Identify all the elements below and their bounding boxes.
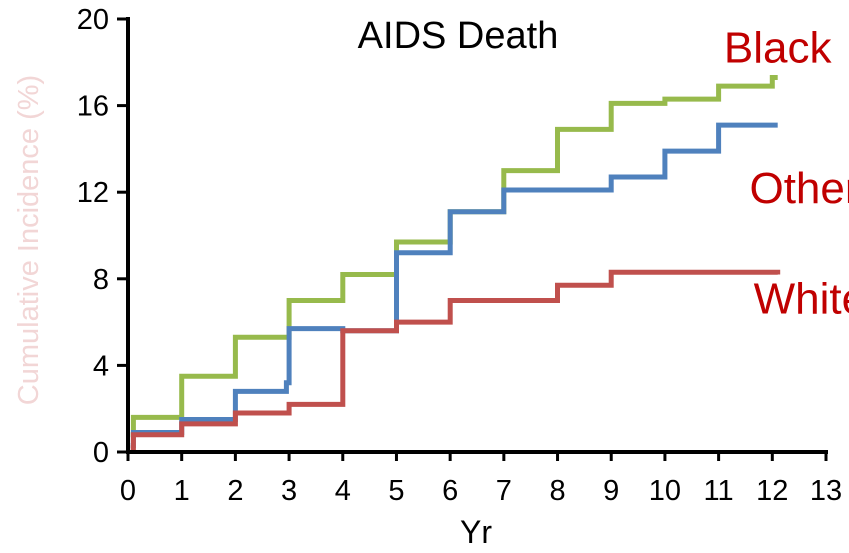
y-tick-label: 20 — [77, 4, 109, 36]
x-tick-label: 2 — [227, 475, 243, 507]
y-tick-label: 0 — [93, 437, 109, 469]
y-tick-label: 16 — [77, 91, 109, 123]
x-tick-label: 5 — [388, 475, 404, 507]
x-tick-label: 1 — [174, 475, 190, 507]
x-tick-label: 4 — [335, 475, 351, 507]
x-tick-label: 11 — [704, 475, 734, 507]
x-tick-label: 7 — [496, 475, 512, 507]
x-tick-label: 3 — [281, 475, 297, 507]
y-axis-label: Cumulative Incidence (%) — [13, 75, 45, 405]
y-tick-label: 8 — [93, 264, 109, 296]
x-tick-label: 8 — [549, 475, 565, 507]
y-tick-label: 12 — [77, 177, 109, 209]
series-labels-layer: Black Other White — [724, 23, 849, 323]
series-line-white — [130, 269, 781, 451]
x-axis-label: Yr — [460, 514, 492, 550]
series-label-white: White — [754, 274, 849, 323]
series-layer — [130, 75, 781, 451]
chart-title: AIDS Death — [358, 15, 559, 57]
x-tick-label: 0 — [120, 475, 136, 507]
series-label-black: Black — [724, 23, 833, 72]
series-label-other: Other — [749, 164, 849, 213]
x-tick-label: 12 — [756, 475, 788, 507]
y-tick-label: 4 — [93, 350, 109, 382]
x-tick-label: 10 — [649, 475, 681, 507]
x-tick-label: 6 — [442, 475, 458, 507]
x-tick-label: 13 — [810, 475, 842, 507]
x-tick-label: 9 — [603, 475, 619, 507]
series-line-black — [130, 75, 778, 438]
series-line-other — [130, 122, 778, 448]
